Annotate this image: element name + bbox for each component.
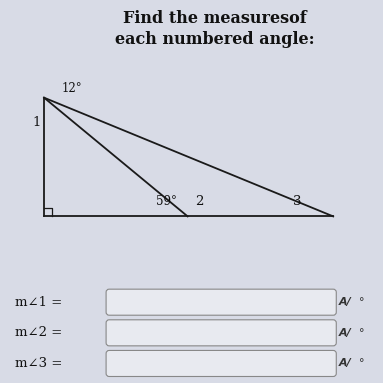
Text: A/: A/ <box>338 297 351 307</box>
Text: 12°: 12° <box>61 82 82 95</box>
Text: 1: 1 <box>32 116 41 129</box>
FancyBboxPatch shape <box>106 320 336 346</box>
Text: °: ° <box>359 297 365 307</box>
Text: each numbered angle:: each numbered angle: <box>115 31 314 47</box>
Text: A/: A/ <box>338 328 351 338</box>
Text: m∠3 =: m∠3 = <box>15 357 63 370</box>
Text: m∠2 =: m∠2 = <box>15 326 62 339</box>
FancyBboxPatch shape <box>106 350 336 376</box>
Text: Find the measuresof: Find the measuresof <box>123 10 306 26</box>
Text: °: ° <box>359 358 365 368</box>
Text: °: ° <box>359 328 365 338</box>
Text: 2: 2 <box>195 195 203 208</box>
Text: m∠1 =: m∠1 = <box>15 296 62 309</box>
Text: 3: 3 <box>293 195 301 208</box>
FancyBboxPatch shape <box>106 289 336 315</box>
Text: A/: A/ <box>338 358 351 368</box>
Text: 59°: 59° <box>156 195 177 208</box>
